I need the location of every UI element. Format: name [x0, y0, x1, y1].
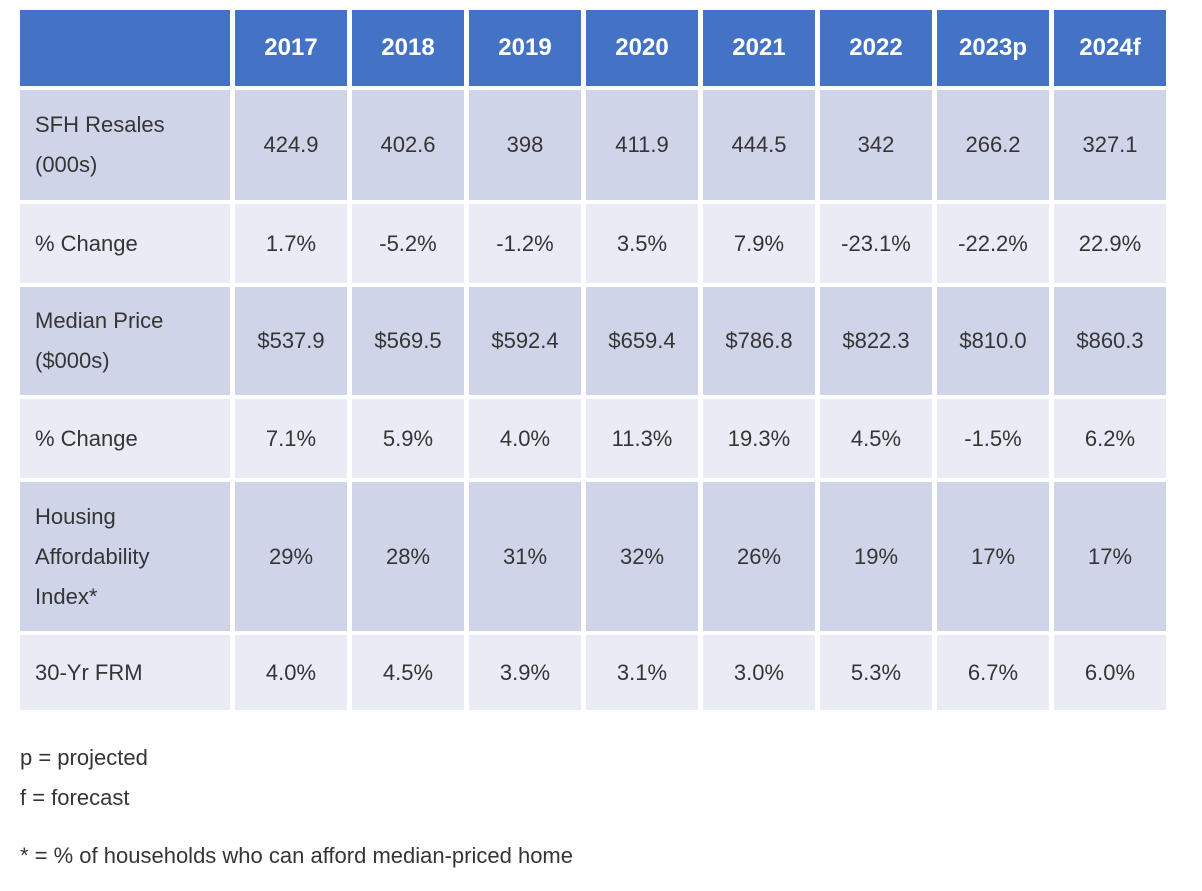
data-cell: 7.1% — [235, 399, 347, 478]
data-cell: 19.3% — [703, 399, 815, 478]
table-row: % Change 7.1% 5.9% 4.0% 11.3% 19.3% 4.5% -1.5% 6… — [20, 399, 1166, 478]
data-cell: 327.1 — [1054, 90, 1166, 200]
data-cell: 11.3% — [586, 399, 698, 478]
column-header-2019: 2019 — [469, 10, 581, 86]
data-cell: 1.7% — [235, 204, 347, 283]
data-cell: 3.1% — [586, 635, 698, 710]
data-cell: 4.0% — [469, 399, 581, 478]
data-cell: 17% — [1054, 482, 1166, 631]
data-cell: -22.2% — [937, 204, 1049, 283]
data-cell: $786.8 — [703, 287, 815, 395]
table-body: SFH Resales (000s) 424.9 402.6 398 411.9 444.… — [20, 90, 1166, 710]
header-row: 2017 2018 2019 2020 2021 2022 2023p 2024… — [20, 10, 1166, 86]
data-cell: $810.0 — [937, 287, 1049, 395]
column-header-2022: 2022 — [820, 10, 932, 86]
row-label: Median Price ($000s) — [20, 287, 230, 395]
data-cell: -1.2% — [469, 204, 581, 283]
data-cell: 17% — [937, 482, 1049, 631]
data-cell: 4.0% — [235, 635, 347, 710]
row-label: % Change — [20, 399, 230, 478]
data-cell: 424.9 — [235, 90, 347, 200]
data-cell: $537.9 — [235, 287, 347, 395]
data-cell: 29% — [235, 482, 347, 631]
data-cell: 444.5 — [703, 90, 815, 200]
table-row: Median Price ($000s) $537.9 $569.5 $592.4 $6… — [20, 287, 1166, 395]
row-label: % Change — [20, 204, 230, 283]
data-cell: $569.5 — [352, 287, 464, 395]
data-cell: $592.4 — [469, 287, 581, 395]
column-header-2018: 2018 — [352, 10, 464, 86]
data-cell: $822.3 — [820, 287, 932, 395]
data-cell: 7.9% — [703, 204, 815, 283]
housing-market-table: 2017 2018 2019 2020 2021 2022 2023p 2024… — [15, 6, 1171, 714]
data-cell: 411.9 — [586, 90, 698, 200]
data-cell: 32% — [586, 482, 698, 631]
footnote-forecast: f = forecast — [20, 785, 130, 810]
data-cell: 3.0% — [703, 635, 815, 710]
column-header-2024f: 2024f — [1054, 10, 1166, 86]
footnotes: p = projected f = forecast * = % of hous… — [20, 738, 1202, 876]
column-header-2023p: 2023p — [937, 10, 1049, 86]
data-cell: 6.0% — [1054, 635, 1166, 710]
column-header-2017: 2017 — [235, 10, 347, 86]
data-cell: 402.6 — [352, 90, 464, 200]
table-row: % Change 1.7% -5.2% -1.2% 3.5% 7.9% -23.1% -22.… — [20, 204, 1166, 283]
table-row: SFH Resales (000s) 424.9 402.6 398 411.9 444.… — [20, 90, 1166, 200]
footnote-affordability: * = % of households who can afford media… — [20, 843, 573, 868]
row-label: Housing Affordability Index* — [20, 482, 230, 631]
data-cell: $659.4 — [586, 287, 698, 395]
data-cell: 4.5% — [352, 635, 464, 710]
data-cell: -23.1% — [820, 204, 932, 283]
data-cell: 22.9% — [1054, 204, 1166, 283]
data-cell: 19% — [820, 482, 932, 631]
table-row: 30-Yr FRM 4.0% 4.5% 3.9% 3.1% 3.0% 5.3% 6.7% 6.0… — [20, 635, 1166, 710]
data-cell: -1.5% — [937, 399, 1049, 478]
data-cell: 266.2 — [937, 90, 1049, 200]
data-cell: -5.2% — [352, 204, 464, 283]
column-header-2020: 2020 — [586, 10, 698, 86]
data-cell: $860.3 — [1054, 287, 1166, 395]
data-cell: 398 — [469, 90, 581, 200]
data-cell: 6.2% — [1054, 399, 1166, 478]
data-cell: 28% — [352, 482, 464, 631]
data-cell: 4.5% — [820, 399, 932, 478]
row-label: SFH Resales (000s) — [20, 90, 230, 200]
data-cell: 3.9% — [469, 635, 581, 710]
table-row: Housing Affordability Index* 29% 28% 31% 32%… — [20, 482, 1166, 631]
row-label: 30-Yr FRM — [20, 635, 230, 710]
data-cell: 5.3% — [820, 635, 932, 710]
data-cell: 6.7% — [937, 635, 1049, 710]
corner-cell — [20, 10, 230, 86]
data-cell: 26% — [703, 482, 815, 631]
data-cell: 3.5% — [586, 204, 698, 283]
data-cell: 31% — [469, 482, 581, 631]
data-cell: 342 — [820, 90, 932, 200]
column-header-2021: 2021 — [703, 10, 815, 86]
data-cell: 5.9% — [352, 399, 464, 478]
footnote-projected: p = projected — [20, 745, 148, 770]
